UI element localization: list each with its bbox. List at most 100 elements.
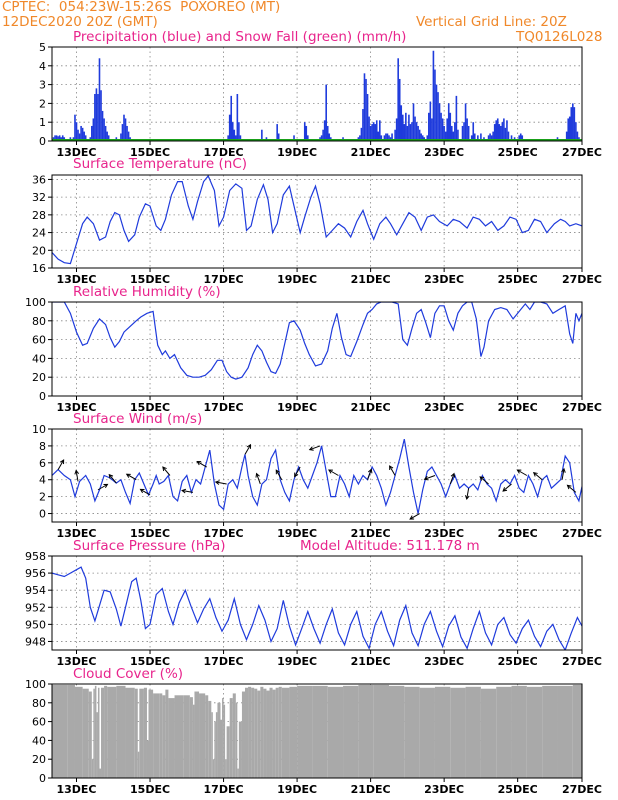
wind-arrow-shaft xyxy=(275,469,283,480)
precip-bar xyxy=(395,118,398,141)
y-tick-label: 20 xyxy=(32,753,46,766)
precip-bar xyxy=(454,122,456,141)
cloud-bar xyxy=(241,691,246,778)
x-tick-label: 13DEC xyxy=(56,655,96,668)
precip-bar xyxy=(236,94,239,141)
precip-bar xyxy=(575,122,577,141)
cloud-bar xyxy=(526,686,543,778)
wind-arrow-head xyxy=(181,488,187,494)
precip-bar xyxy=(401,114,404,141)
cloud-bar xyxy=(217,702,221,778)
panel-1: Precipitation (blue) and Snow Fall (gree… xyxy=(39,29,602,159)
precip-bar xyxy=(385,133,387,141)
x-tick-label: 19DEC xyxy=(277,527,317,540)
panel-3: Relative Humidity (%) 0 20 40 60 80 100 13DEC 15… xyxy=(25,284,602,414)
precip-bar xyxy=(418,129,421,141)
cloud-bar xyxy=(225,759,227,778)
precip-bar xyxy=(441,118,444,141)
precip-bar xyxy=(519,133,522,141)
cloud-bar xyxy=(327,686,344,778)
precip-bar xyxy=(328,133,331,141)
x-tick-label: 19DEC xyxy=(277,655,317,668)
precip-bar xyxy=(570,107,573,141)
precip-bar xyxy=(94,94,96,141)
precip-bar xyxy=(235,135,237,141)
wind-arrow-shaft xyxy=(244,444,251,455)
precip-bar xyxy=(322,129,324,141)
cloud-bar xyxy=(104,685,108,778)
precip-bar xyxy=(371,124,373,141)
cloud-bar xyxy=(235,702,238,778)
panel-6: Cloud Cover (%) 0 20 40 60 80 100 13DEC 15DEC 17D… xyxy=(25,666,602,796)
precip-bar xyxy=(374,124,377,141)
x-tick-label: 17DEC xyxy=(204,783,244,796)
wind-arrow-shaft xyxy=(424,475,436,480)
y-tick-label: 948 xyxy=(25,635,46,648)
panel-4: Surface Wind (m/s) 0 2 4 6 8 10 13DEC 15DEC 17DEC… xyxy=(32,411,602,540)
wind-arrow-shaft xyxy=(162,466,171,476)
precip-bar xyxy=(408,114,410,141)
series-line xyxy=(52,302,582,380)
wind-arrow-shaft xyxy=(215,481,227,485)
cloud-bar xyxy=(97,687,100,778)
y-tick-label: 40 xyxy=(32,352,46,365)
precip-bar xyxy=(365,78,367,141)
vertical-grid-note: Vertical Grid Line: 20Z xyxy=(416,14,567,30)
precip-bar xyxy=(503,118,505,141)
precip-bar xyxy=(437,92,439,141)
wind-arrow-shaft xyxy=(75,470,79,482)
precip-bar xyxy=(360,127,363,141)
axis-frame xyxy=(51,555,583,651)
cloud-bar xyxy=(496,686,512,778)
precip-bar xyxy=(238,122,240,141)
wind-arrow-shaft xyxy=(367,469,372,480)
cloud-bar xyxy=(125,687,135,778)
x-tick-label: 15DEC xyxy=(130,527,170,540)
wind-arrow-head xyxy=(275,469,280,475)
wind-arrow-head xyxy=(423,475,429,481)
y-tick-label: 60 xyxy=(32,334,46,347)
precip-bar xyxy=(440,112,442,141)
precip-bar xyxy=(107,135,110,141)
cloud-bar xyxy=(91,759,94,778)
y-tick-label: 40 xyxy=(32,734,46,747)
x-tick-label: 19DEC xyxy=(277,783,317,796)
wind-arrow-head xyxy=(108,473,114,479)
precip-bar xyxy=(388,135,390,141)
cloud-bar xyxy=(465,686,481,778)
y-tick-label: 6 xyxy=(39,457,46,470)
cloud-bar xyxy=(107,686,117,778)
x-tick-label: 15DEC xyxy=(130,401,170,414)
precip-bar xyxy=(397,58,399,141)
precip-bar xyxy=(80,125,82,141)
precip-bar xyxy=(506,120,508,141)
cloud-bar xyxy=(134,688,138,778)
wind-arrow-head xyxy=(502,487,508,492)
wind-arrow-head xyxy=(196,461,202,466)
precip-bar xyxy=(77,129,79,141)
cloud-bar xyxy=(542,685,558,778)
precip-bar xyxy=(435,84,438,141)
cloud-bar xyxy=(289,686,298,778)
precip-bar xyxy=(487,135,490,141)
precip-bar xyxy=(438,103,441,141)
cloud-bar xyxy=(67,684,75,778)
cloud-bar xyxy=(162,695,166,778)
precip-bar xyxy=(307,135,309,141)
wind-arrow-head xyxy=(516,469,522,474)
precip-bar xyxy=(500,125,502,141)
panel-2: Surface Temperature (nC) 16 20 24 28 32 36 13DE… xyxy=(32,156,602,286)
wind-arrow-shaft xyxy=(126,473,137,481)
x-tick-label: 25DEC xyxy=(498,273,538,286)
y-tick-label: 20 xyxy=(32,244,46,257)
precip-bar xyxy=(233,129,236,141)
cloud-bar xyxy=(208,700,212,778)
wind-arrow-head xyxy=(367,468,373,474)
y-tick-label: 10 xyxy=(32,423,46,436)
cloud-bar xyxy=(450,687,466,778)
cloud-bar xyxy=(266,690,270,778)
precip-bar xyxy=(91,125,93,141)
precip-bar xyxy=(498,124,501,141)
precip-bar xyxy=(432,50,435,141)
precip-bar xyxy=(518,135,520,141)
